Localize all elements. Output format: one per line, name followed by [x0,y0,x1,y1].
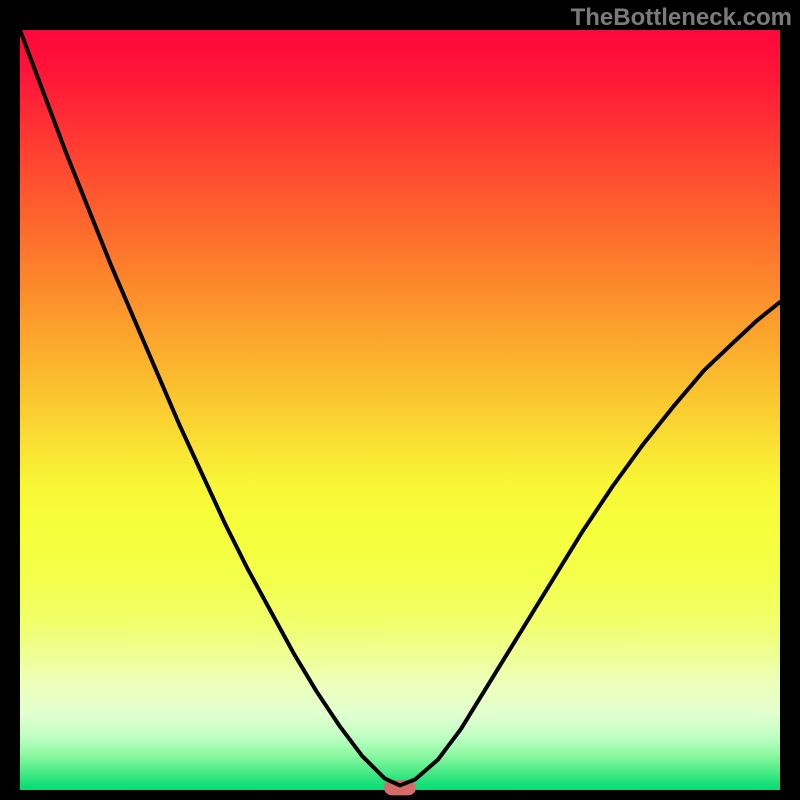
watermark-text: TheBottleneck.com [571,4,792,32]
plot-background [20,30,780,790]
figure-container: TheBottleneck.com [0,0,800,800]
bottleneck-chart [0,0,800,800]
